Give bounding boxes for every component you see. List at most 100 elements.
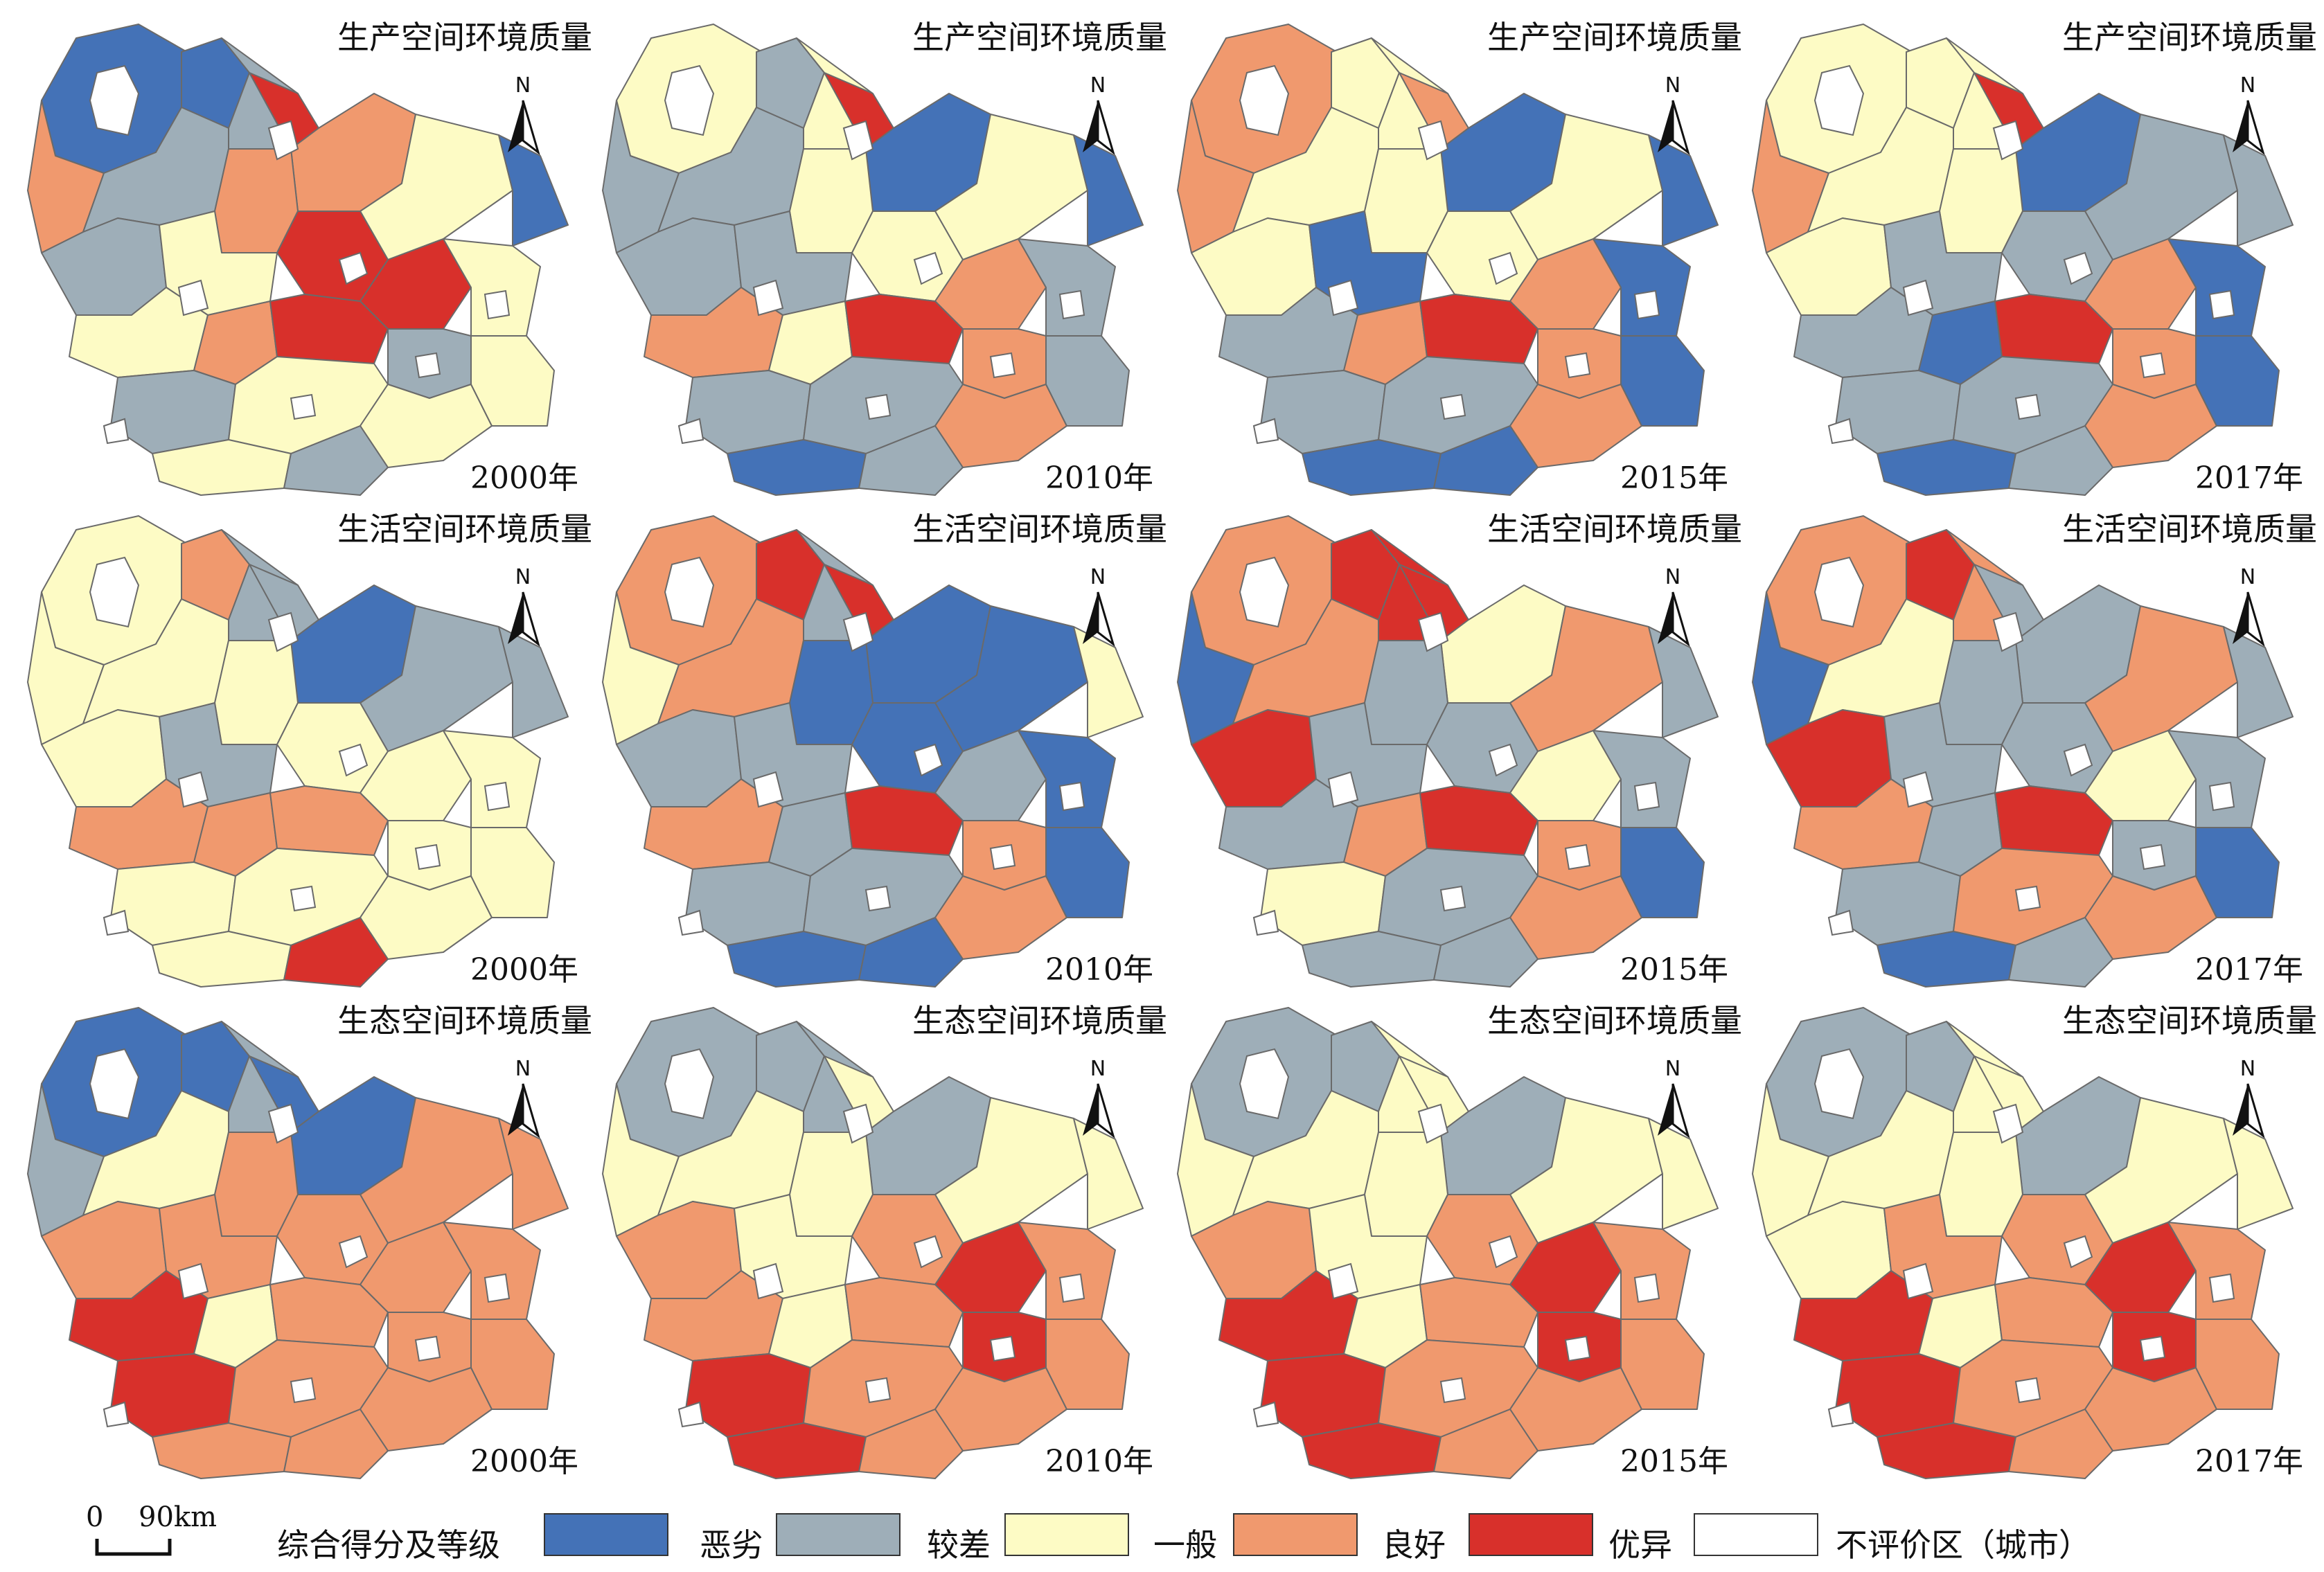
city-hole <box>1902 279 1934 316</box>
legend-swatch-一般 <box>1004 1513 1129 1556</box>
city-hole <box>1813 556 1865 628</box>
city-hole <box>1564 352 1591 379</box>
north-arrow-icon <box>1658 591 1690 647</box>
panel-theme-title: 生态空间环境质量 <box>337 1002 592 1039</box>
map-region-20 <box>1260 370 1386 454</box>
city-hole <box>414 352 441 379</box>
city-hole <box>2014 1377 2041 1404</box>
map-panel-row1-2017年: 生产空间环境质量 N 2017年 <box>1752 19 2317 496</box>
map-region-20 <box>685 1353 811 1438</box>
north-arrow-icon <box>508 1083 540 1139</box>
map-region-20 <box>1835 861 1961 946</box>
map-region-23 <box>2195 335 2280 427</box>
panel-theme-title: 生产空间环境质量 <box>337 19 592 56</box>
map-region-23 <box>1045 827 1130 918</box>
map-region-10 <box>1073 134 1144 247</box>
north-arrow-icon <box>1658 100 1690 156</box>
city-hole <box>913 1235 943 1269</box>
city-hole <box>2139 1335 2166 1362</box>
city-hole <box>1252 909 1279 936</box>
city-hole <box>103 418 130 445</box>
city-hole <box>1439 393 1466 420</box>
north-arrow-icon <box>1083 100 1115 156</box>
map-region-10 <box>2223 134 2294 247</box>
city-hole <box>484 1273 511 1303</box>
city-hole <box>842 611 874 652</box>
panel-theme-title: 生产空间环境质量 <box>912 19 1167 56</box>
map-panel-row3-2000年: 生态空间环境质量 N 2000年 <box>27 1002 592 1479</box>
map-region-25 <box>1433 425 1538 496</box>
city-hole <box>414 1335 441 1362</box>
city-hole <box>1252 418 1279 445</box>
legend-label-恶劣: 恶劣 <box>700 1526 763 1564</box>
city-hole <box>177 1262 209 1300</box>
city-hole <box>1417 120 1449 161</box>
city-hole <box>752 1262 784 1300</box>
city-hole <box>1439 1377 1466 1404</box>
north-label: N <box>1090 1057 1106 1081</box>
map-region-20 <box>1260 1353 1386 1438</box>
city-hole <box>1417 611 1449 652</box>
map-panel-row2-2010年: 生活空间环境质量 N 2010年 <box>602 510 1167 988</box>
north-label: N <box>2240 73 2255 98</box>
city-hole <box>842 1103 874 1144</box>
map-region-20 <box>110 1353 236 1438</box>
city-hole <box>1327 279 1359 316</box>
map-region-23 <box>470 1319 555 1410</box>
map-region-23 <box>470 335 555 427</box>
city-hole <box>1488 743 1518 777</box>
map-region-20 <box>110 861 236 946</box>
city-hole <box>1564 843 1591 870</box>
north-label: N <box>1665 565 1680 589</box>
city-hole <box>290 885 317 912</box>
city-hole <box>338 251 369 285</box>
map-region-10 <box>498 1118 569 1230</box>
city-hole <box>664 64 715 136</box>
city-hole <box>103 909 130 936</box>
map-region-23 <box>470 827 555 918</box>
north-arrow-icon <box>1083 1083 1115 1139</box>
map-region-23 <box>1620 1319 1705 1410</box>
panel-year-label: 2017年 <box>2195 1444 2303 1479</box>
city-hole <box>89 556 140 628</box>
city-hole <box>177 771 209 808</box>
city-hole <box>2014 393 2041 420</box>
north-label: N <box>515 565 531 589</box>
city-hole <box>2139 352 2166 379</box>
city-hole <box>1488 1235 1518 1269</box>
north-arrow-icon <box>1083 591 1115 647</box>
map-region-25 <box>283 425 389 496</box>
map-region-20 <box>1835 370 1961 454</box>
north-label: N <box>2240 1057 2255 1081</box>
city-hole <box>267 1103 299 1144</box>
map-panel-row2-2000年: 生活空间环境质量 N 2000年 <box>27 510 592 988</box>
map-region-10 <box>1073 626 1144 738</box>
map-region-23 <box>1620 335 1705 427</box>
city-hole <box>2063 743 2093 777</box>
city-hole <box>89 64 140 136</box>
city-hole <box>842 120 874 161</box>
city-hole <box>1058 1273 1085 1303</box>
north-label: N <box>1665 1057 1680 1081</box>
city-hole <box>1827 418 1854 445</box>
legend-swatch-恶劣 <box>544 1513 668 1556</box>
map-panel-row3-2015年: 生态空间环境质量 N 2015年 <box>1177 1002 1742 1479</box>
city-hole <box>664 556 715 628</box>
panel-year-label: 2000年 <box>470 1444 578 1479</box>
map-panel-row2-2017年: 生活空间环境质量 N 2017年 <box>1752 510 2317 988</box>
city-hole <box>1239 64 1290 136</box>
panel-year-label: 2010年 <box>1045 1444 1153 1479</box>
map-region-10 <box>2223 1118 2294 1230</box>
city-hole <box>267 611 299 652</box>
city-hole <box>1633 289 1660 320</box>
map-region-20 <box>685 861 811 946</box>
panel-theme-title: 生产空间环境质量 <box>1487 19 1742 56</box>
city-hole <box>2208 1273 2235 1303</box>
panel-theme-title: 生活空间环境质量 <box>2062 510 2317 548</box>
panel-theme-title: 生态空间环境质量 <box>2062 1002 2317 1039</box>
panel-theme-title: 生活空间环境质量 <box>912 510 1167 548</box>
city-hole <box>1417 1103 1449 1144</box>
city-hole <box>1239 1048 1290 1120</box>
map-region-25 <box>858 425 964 496</box>
map-region-25 <box>2008 1409 2113 1479</box>
